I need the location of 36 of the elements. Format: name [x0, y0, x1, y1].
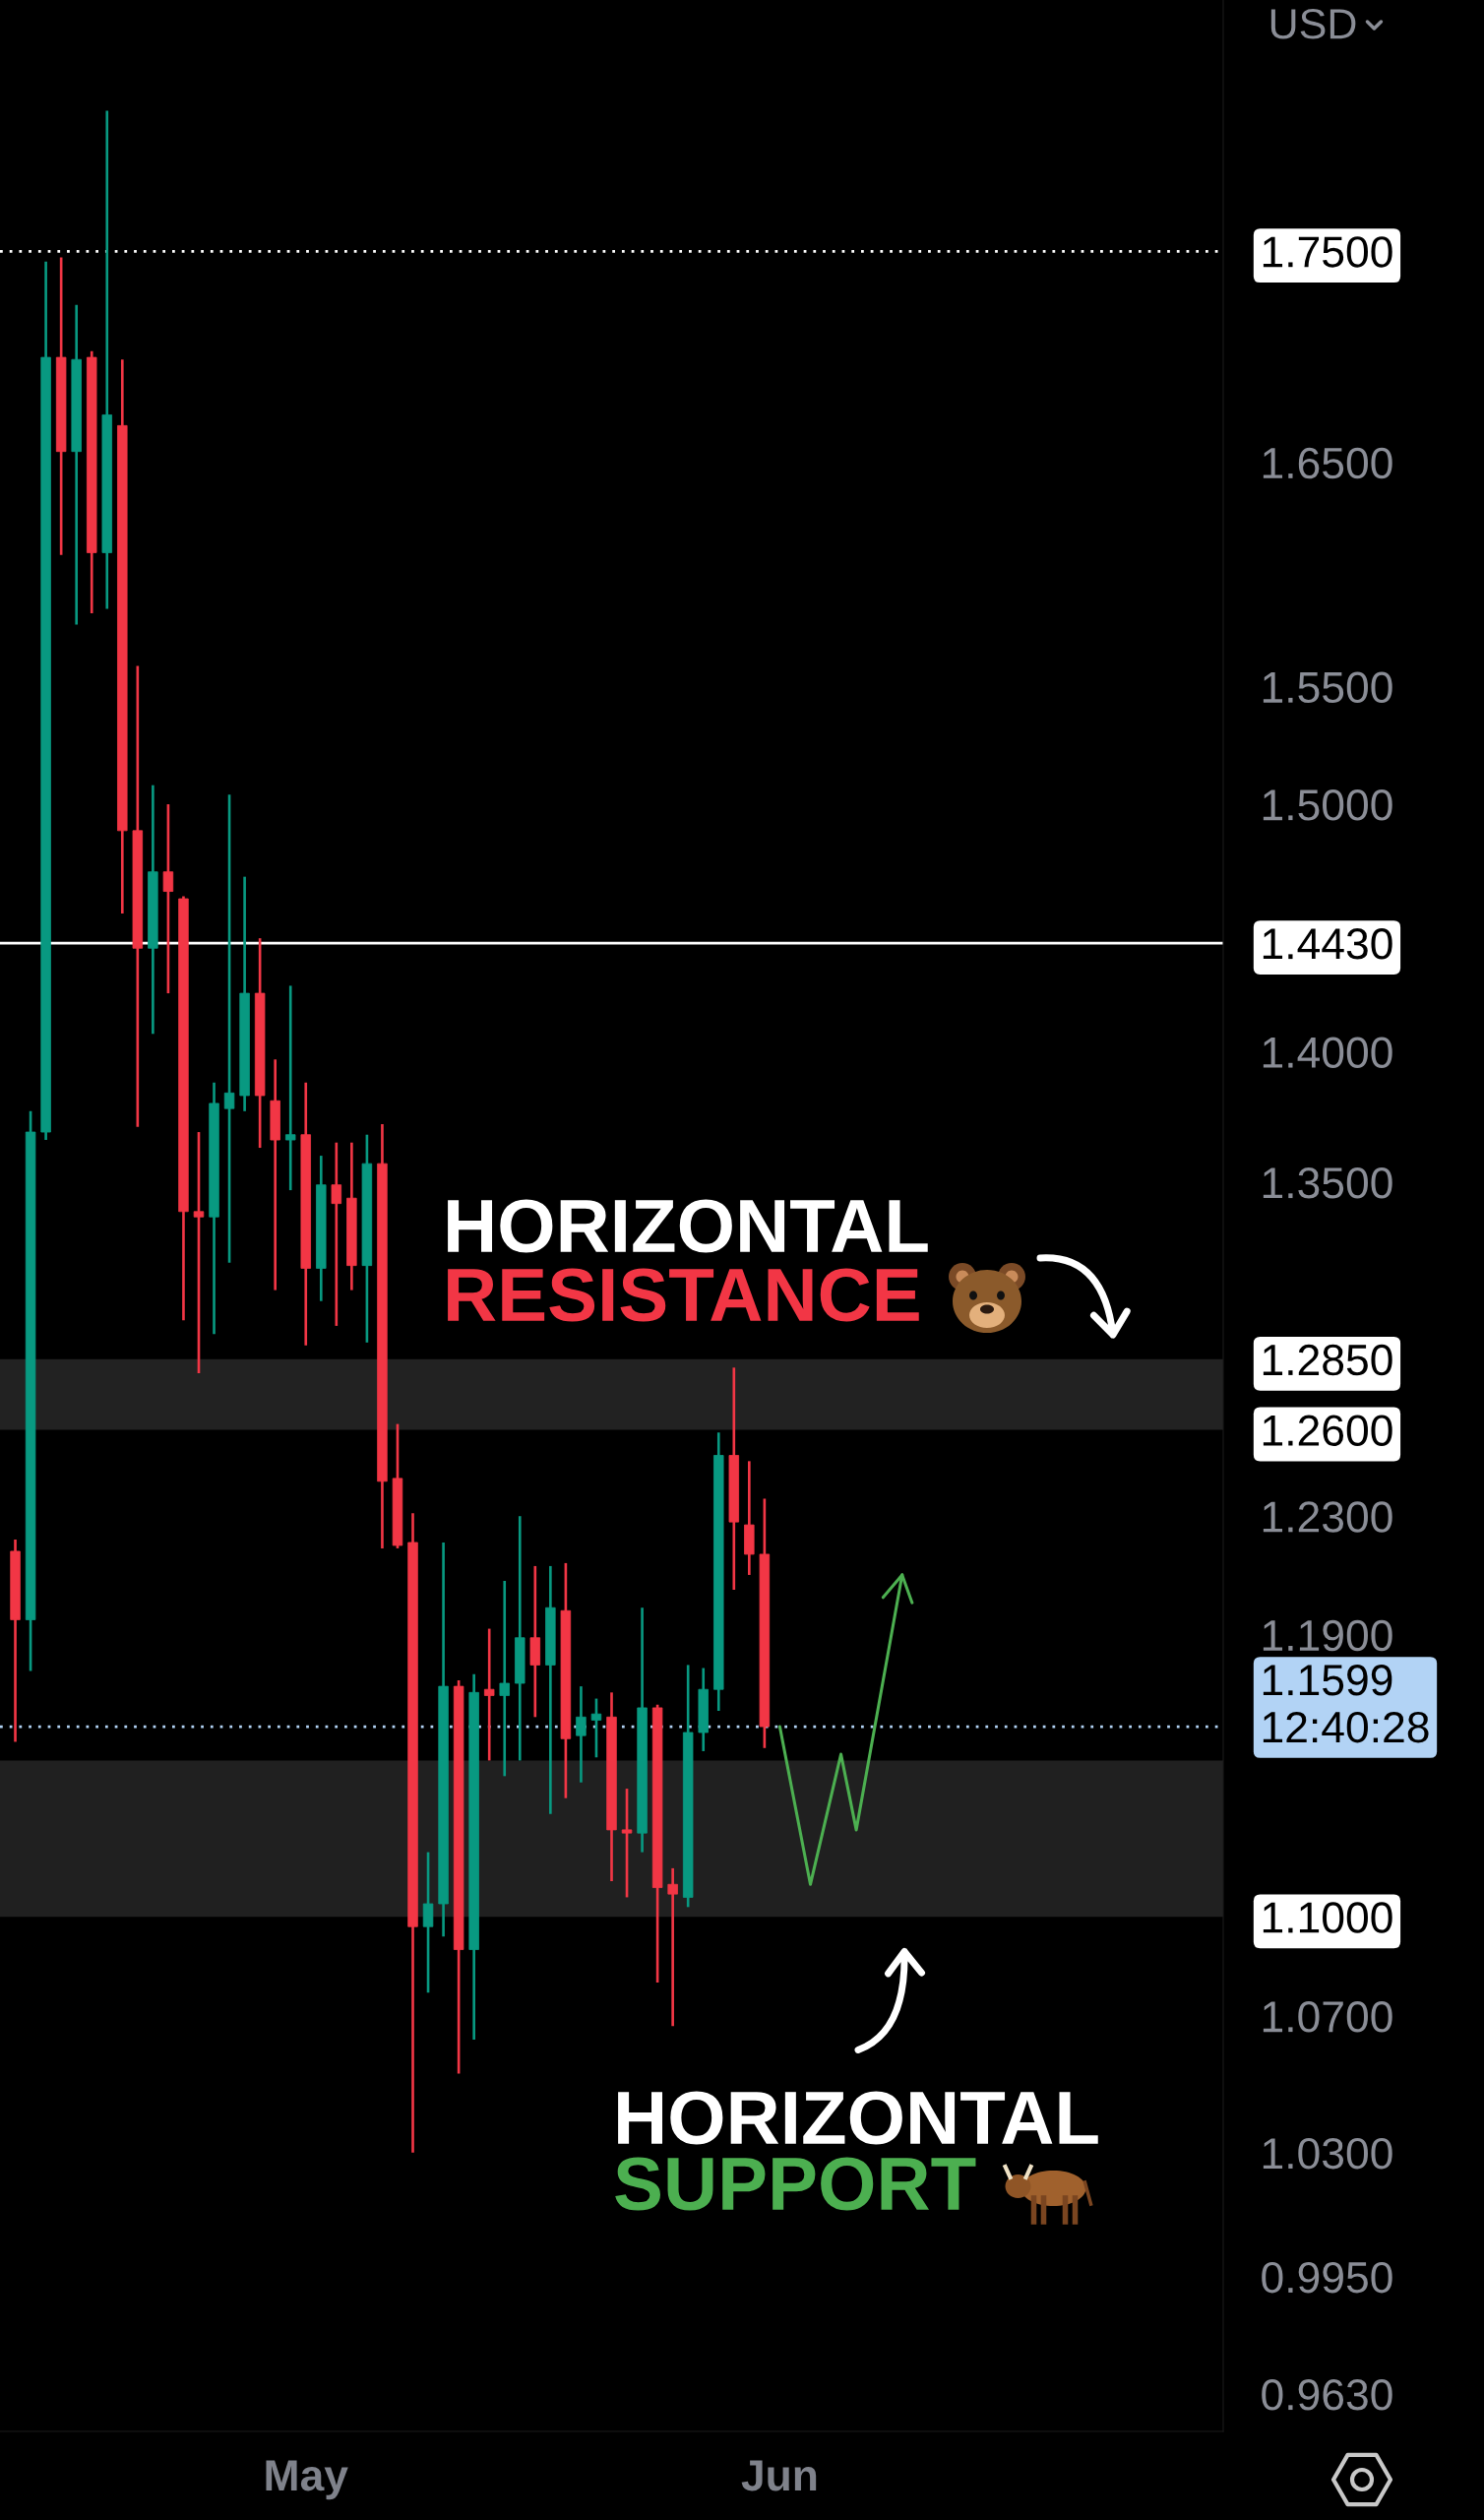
annotation: SUPPORT: [615, 2157, 976, 2211]
y-tick-label: 0.9630: [1262, 2379, 1392, 2411]
annotation: HORIZONTAL: [618, 2091, 1098, 2145]
y-tick-label: 1.1000: [1263, 1902, 1392, 1933]
y-tick-label: 1.5500: [1263, 671, 1392, 704]
candlestick: [422, 1851, 434, 1994]
candlestick: [223, 793, 235, 1265]
y-tick-label: 1.6500: [1263, 447, 1392, 479]
ref-line-label: 1.1599 12:40:28: [1263, 1665, 1429, 1743]
ref-line-label: 1.4430: [1263, 928, 1392, 960]
candlestick: [590, 1697, 602, 1759]
y-tick-label: 1.5000: [1263, 789, 1392, 821]
y-tick-label: 1.2300: [1263, 1501, 1392, 1533]
annotation: RESISTANCE: [448, 1268, 919, 1322]
candlestick: [576, 1684, 587, 1785]
candlestick: [193, 1130, 205, 1375]
y-tick-label: 1.0700: [1263, 2001, 1392, 2033]
candlestick: [621, 1787, 633, 1899]
candlestick: [483, 1627, 495, 1762]
candlestick: [331, 1141, 342, 1328]
y-tick-label: 1.2600: [1263, 1415, 1392, 1446]
y-tick-label: 1.0300: [1263, 2137, 1392, 2170]
candlestick: [499, 1579, 510, 1778]
candlestick: [284, 984, 296, 1192]
y-tick-label: 1.4000: [1263, 1037, 1392, 1068]
y-tick-label: 1.2850: [1263, 1344, 1392, 1376]
y-tick-label: 0.9950: [1262, 2261, 1392, 2294]
x-tick-label: Jun: [741, 2460, 817, 2491]
annotation: HORIZONTAL: [448, 1199, 928, 1253]
y-tick-label: 1.1900: [1263, 1619, 1392, 1652]
candlestick: [162, 802, 174, 995]
x-tick-label: May: [266, 2460, 348, 2500]
candlestick: [667, 1866, 678, 2028]
ref-line-label: 1.7500: [1263, 236, 1392, 268]
y-axis-title: USD: [1270, 9, 1356, 39]
y-tick-label: 1.3500: [1263, 1167, 1392, 1199]
